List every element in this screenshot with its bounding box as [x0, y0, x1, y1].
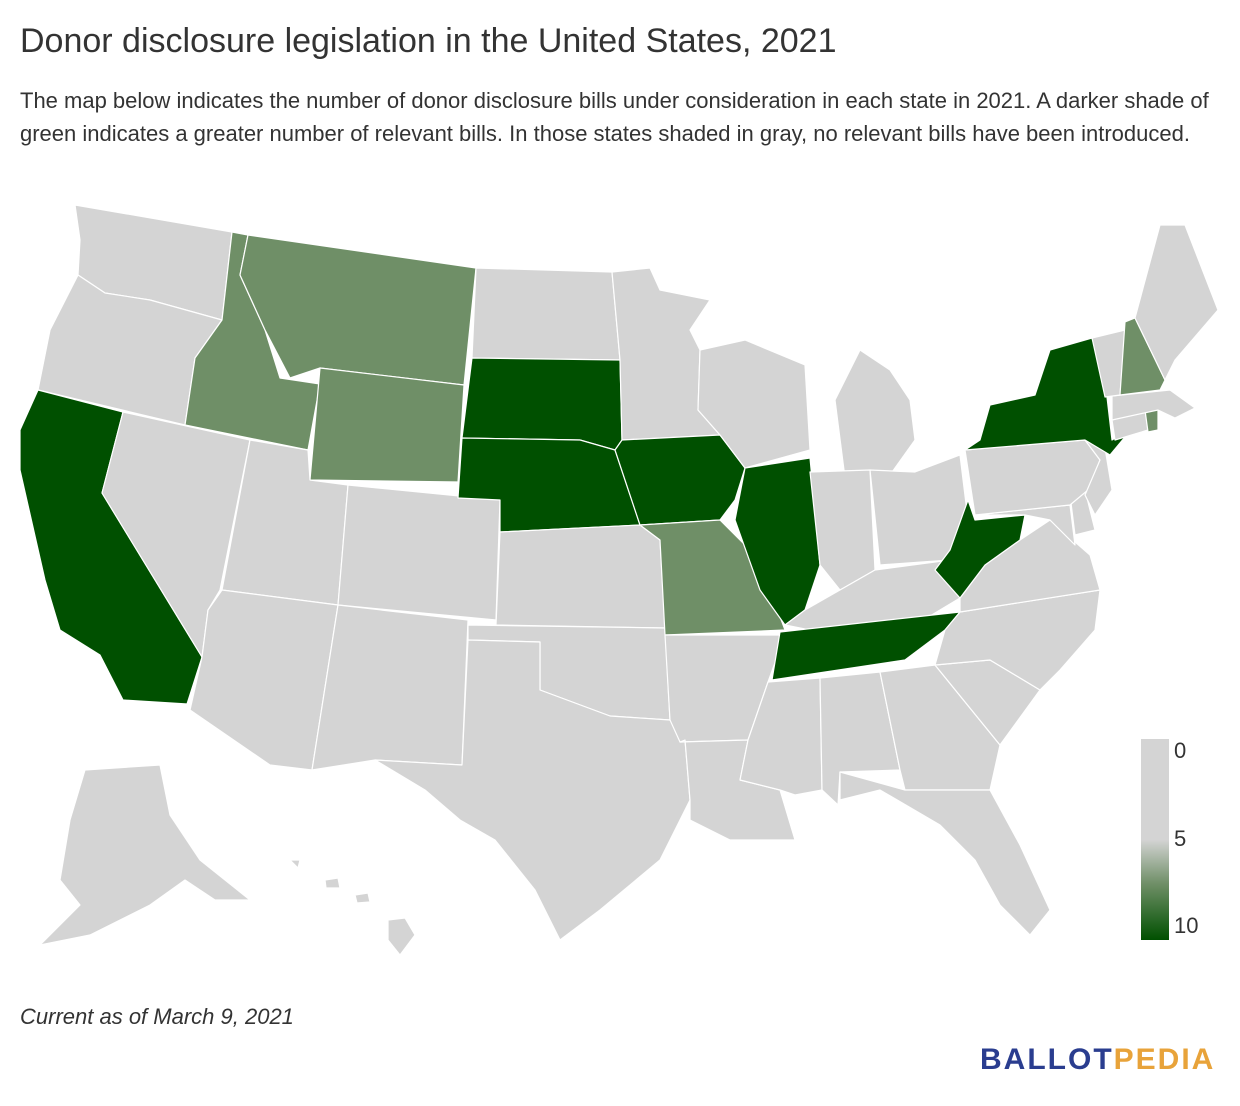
state-indiana [809, 469, 876, 591]
state-colorado [337, 484, 501, 621]
state-hawaii [289, 859, 416, 956]
ballotpedia-logo[interactable]: BALLOTPEDIA [980, 1043, 1215, 1077]
legend-max-label: 10 [1174, 913, 1199, 938]
map-title: Donor disclosure legislation in the Unit… [20, 22, 837, 60]
state-kansas [495, 524, 666, 629]
state-north-dakota [471, 267, 621, 361]
state-wyoming [309, 367, 465, 483]
legend-min-label: 0 [1174, 738, 1187, 763]
state-texas [374, 639, 691, 941]
states-group [19, 204, 1219, 956]
state-new-mexico [311, 604, 469, 771]
state-new-hampshire [1119, 317, 1166, 396]
state-massachusetts [1111, 389, 1196, 421]
legend-color-scale [1141, 739, 1169, 940]
state-south-dakota [461, 357, 623, 451]
state-florida [839, 771, 1051, 936]
state-tennessee [771, 611, 961, 681]
legend-mid-label: 5 [1174, 826, 1187, 851]
state-wisconsin [697, 339, 811, 469]
state-north-carolina [934, 589, 1101, 691]
date-note: Current as of March 9, 2021 [20, 1004, 294, 1029]
state-montana [239, 234, 477, 386]
state-alaska [39, 764, 251, 946]
state-west-virginia [934, 499, 1026, 599]
logo-text-pedia: PEDIA [1113, 1043, 1216, 1076]
state-michigan [834, 349, 916, 479]
us-map [19, 204, 1219, 956]
state-new-york [964, 337, 1136, 456]
map-subtitle: The map below indicates the number of do… [20, 88, 1209, 146]
state-maine [1134, 224, 1219, 381]
logo-text-ballot: BALLOT [980, 1043, 1114, 1076]
